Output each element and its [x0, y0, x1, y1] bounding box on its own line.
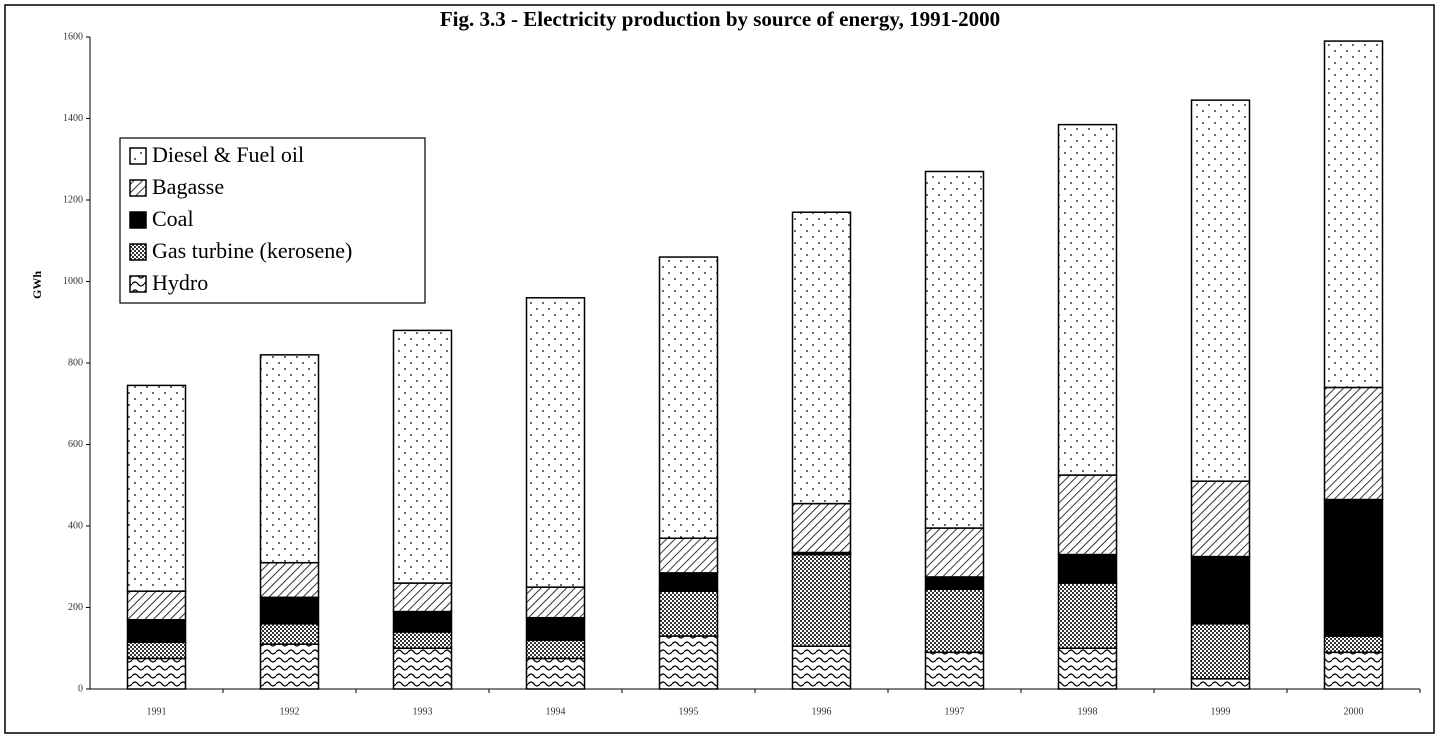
bar-segment	[525, 616, 586, 641]
bar-segment	[126, 657, 187, 690]
bar-segment	[1190, 623, 1251, 680]
bar-segment	[392, 582, 453, 613]
bar-segment	[392, 610, 453, 633]
x-tick-label: 1991	[147, 706, 167, 717]
y-tick-label: 1200	[63, 194, 83, 205]
legend-label: Bagasse	[152, 174, 224, 199]
bar-segment	[126, 641, 187, 660]
bar-segment	[1057, 582, 1118, 649]
bar-segment	[1323, 386, 1384, 501]
bar-segment	[525, 297, 586, 588]
bar-segment	[126, 618, 187, 643]
legend: Diesel & Fuel oil Bagasse Coal Gas turbine …	[119, 137, 426, 304]
bar-segment	[525, 639, 586, 660]
legend-swatch	[129, 211, 147, 229]
legend-swatch	[129, 243, 147, 261]
y-axis-label: GWh	[30, 271, 44, 299]
y-tick-label: 600	[68, 439, 83, 450]
bar-segment	[791, 553, 852, 647]
bar-segment	[1057, 123, 1118, 476]
bar-segment	[1323, 635, 1384, 654]
bar-segment	[791, 645, 852, 690]
y-tick-label: 1000	[63, 276, 83, 287]
bar-segment	[658, 635, 719, 690]
bar-segment	[1057, 553, 1118, 584]
bar-segment	[259, 354, 320, 564]
bar-segment	[1323, 498, 1384, 637]
x-tick-label: 1994	[546, 706, 566, 717]
bar-segment	[259, 623, 320, 645]
bar-segment	[924, 170, 985, 529]
bar-segment	[1057, 474, 1118, 556]
legend-label: Gas turbine (kerosene)	[152, 238, 352, 263]
x-tick-label: 1995	[679, 706, 699, 717]
bar-segment	[392, 329, 453, 584]
bar-segment	[658, 537, 719, 574]
bar-segment	[1057, 647, 1118, 690]
frame	[4, 4, 1435, 734]
y-tick-label: 200	[68, 602, 83, 613]
bar-segment	[924, 588, 985, 654]
bar-segment	[525, 657, 586, 690]
bar-segment	[525, 586, 586, 619]
legend-label: Hydro	[152, 270, 208, 295]
legend-swatch	[129, 179, 147, 197]
bar-segment	[392, 631, 453, 650]
x-tick-label: 1998	[1078, 706, 1098, 717]
bar-segment	[658, 572, 719, 592]
x-tick-label: 2000	[1344, 706, 1364, 717]
bar-segment	[791, 502, 852, 554]
bar-segment	[791, 211, 852, 505]
bar-segment	[392, 647, 453, 690]
y-tick-label: 1600	[63, 31, 83, 42]
bar-segment	[259, 561, 320, 599]
bar-segment	[259, 643, 320, 690]
bar-segment	[126, 590, 187, 621]
bar-segment	[1190, 99, 1251, 482]
x-tick-label: 1993	[413, 706, 433, 717]
bar-segment	[924, 651, 985, 690]
x-tick-label: 1997	[945, 706, 965, 717]
bar-segment	[1190, 480, 1251, 558]
bar-segment	[1323, 40, 1384, 389]
legend-box	[119, 137, 426, 304]
legend-swatch	[129, 275, 147, 293]
bar-segment	[924, 527, 985, 578]
bar-segment	[658, 256, 719, 539]
bar-segment	[1190, 555, 1251, 625]
bar-segment	[924, 576, 985, 590]
bar-segment	[658, 590, 719, 637]
legend-label: Coal	[152, 206, 194, 231]
y-tick-label: 800	[68, 357, 83, 368]
bar-segment	[1323, 651, 1384, 690]
legend-label: Diesel & Fuel oil	[152, 142, 304, 167]
x-tick-label: 1999	[1211, 706, 1231, 717]
y-tick-label: 400	[68, 520, 83, 531]
x-tick-label: 1996	[812, 706, 832, 717]
y-tick-label: 1400	[63, 113, 83, 124]
legend-swatch	[129, 147, 147, 165]
y-tick-label: 0	[78, 683, 83, 694]
bar-segment	[259, 596, 320, 625]
bar-segment	[1190, 678, 1251, 690]
chart-title: Fig. 3.3 - Electricity production by sou…	[440, 7, 1000, 31]
bar-segment	[126, 384, 187, 592]
x-tick-label: 1992	[280, 706, 300, 717]
